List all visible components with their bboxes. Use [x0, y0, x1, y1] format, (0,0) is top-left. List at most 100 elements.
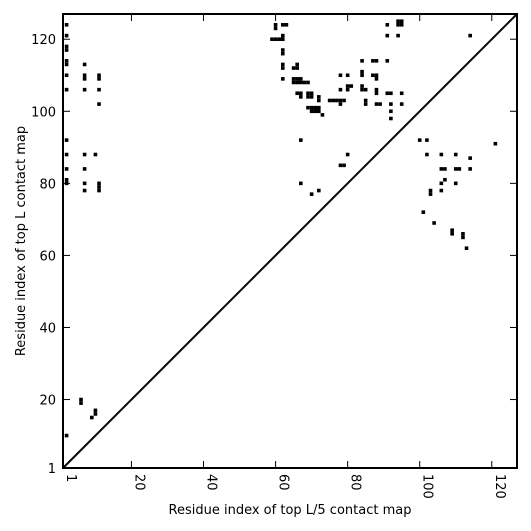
contact-point	[453, 181, 458, 186]
contact-point	[468, 33, 472, 38]
contact-point	[309, 91, 314, 96]
contact-point	[453, 167, 458, 171]
contact-point	[280, 37, 285, 42]
contact-point	[306, 91, 310, 96]
contact-point	[468, 167, 472, 171]
contact-point	[291, 80, 296, 85]
contact-point	[64, 152, 69, 157]
contact-point	[493, 141, 498, 146]
contact-point	[439, 152, 444, 157]
contact-point	[284, 23, 289, 27]
contact-point	[425, 138, 429, 142]
contact-point	[64, 87, 69, 92]
contact-point	[374, 102, 379, 106]
contact-point	[280, 48, 285, 52]
contact-point	[299, 80, 303, 85]
contact-point	[399, 23, 404, 27]
contact-point	[468, 156, 472, 160]
contact-point	[461, 235, 465, 240]
contact-point	[280, 23, 285, 27]
contact-point	[457, 167, 462, 171]
contact-point	[317, 188, 321, 193]
contact-point	[64, 177, 69, 182]
contact-point	[270, 37, 274, 42]
contact-point	[280, 77, 285, 81]
contact-points	[64, 19, 498, 438]
contact-point	[428, 192, 433, 196]
contact-point	[417, 138, 422, 142]
y-tick-label: 120	[31, 33, 56, 48]
contact-point	[338, 73, 343, 78]
contact-point	[309, 105, 314, 110]
contact-point	[421, 210, 426, 214]
contact-point	[396, 33, 400, 38]
contact-point	[82, 73, 87, 78]
y-tick-label: 60	[39, 249, 56, 264]
x-tick-label: 40	[204, 474, 219, 491]
contact-point	[299, 91, 303, 96]
x-axis-label: Residue index of top L/5 contact map	[169, 503, 412, 518]
contact-point	[439, 181, 444, 186]
contact-point	[464, 246, 469, 250]
contact-point	[291, 66, 296, 70]
y-tick-label: 40	[39, 321, 56, 336]
contact-point	[306, 105, 310, 110]
x-tick-label: 20	[131, 474, 146, 491]
contact-point	[338, 102, 343, 106]
contact-point	[385, 91, 390, 96]
contact-point	[371, 73, 375, 78]
contact-point	[389, 91, 393, 96]
contact-point	[97, 181, 101, 186]
contact-point	[280, 66, 285, 70]
contact-point	[309, 95, 314, 99]
contact-point	[385, 23, 390, 27]
contact-point	[82, 181, 87, 186]
contact-point	[374, 87, 379, 92]
contact-point	[443, 167, 447, 171]
contact-point	[291, 77, 296, 81]
contact-point	[396, 23, 400, 27]
contact-point	[443, 177, 447, 182]
contact-point	[64, 138, 69, 142]
contact-point	[342, 163, 346, 168]
contact-point	[389, 109, 393, 114]
contact-point	[345, 84, 350, 88]
contact-point	[317, 105, 321, 110]
contact-point	[306, 80, 310, 85]
contact-point	[90, 415, 94, 420]
contact-point	[432, 221, 436, 225]
contact-point	[360, 73, 364, 78]
contact-point	[360, 59, 364, 63]
contact-point	[82, 87, 87, 92]
contact-point	[93, 408, 98, 413]
x-tick-label: 80	[348, 474, 363, 491]
x-tick-label: 1	[63, 474, 78, 482]
contact-point	[93, 412, 98, 416]
contact-point	[385, 59, 390, 63]
contact-point	[64, 433, 69, 438]
plot-frame	[62, 13, 518, 469]
contact-point	[280, 33, 285, 38]
contact-point	[82, 167, 87, 171]
contact-point	[378, 102, 382, 106]
contact-point	[64, 167, 69, 171]
contact-point	[97, 77, 101, 81]
contact-point	[64, 48, 69, 52]
contact-point	[309, 192, 314, 196]
contact-point	[320, 113, 325, 117]
contact-point	[64, 62, 69, 67]
y-tick-label: 80	[39, 177, 56, 192]
contact-point	[374, 59, 379, 63]
contact-point	[331, 98, 336, 103]
contact-point	[439, 167, 444, 171]
contact-point	[363, 98, 368, 103]
contact-point	[273, 23, 278, 27]
contact-point	[299, 181, 303, 186]
contact-point	[450, 228, 454, 232]
contact-point	[345, 73, 350, 78]
contact-point	[295, 80, 299, 85]
contact-point	[64, 23, 69, 27]
contact-point	[338, 87, 343, 92]
contact-point	[306, 95, 310, 99]
